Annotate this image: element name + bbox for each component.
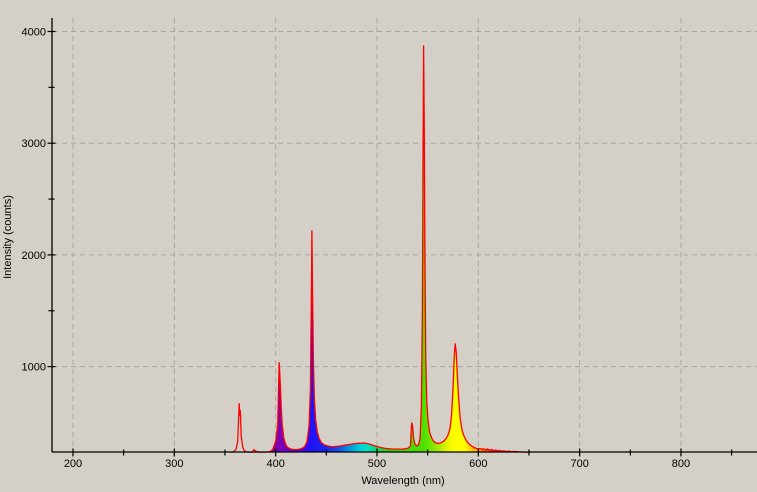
- x-tick-label: 700: [570, 458, 588, 470]
- y-tick-label: 3000: [22, 138, 46, 150]
- axis-ticks: [47, 30, 733, 457]
- axis-tick-labels: 200 300 400 500 600 700 800 1000 2000 3000 4000: [22, 27, 691, 471]
- x-tick-label: 400: [266, 458, 284, 470]
- y-tick-label: 1000: [22, 362, 46, 374]
- y-axis-title: Intensity (counts): [2, 195, 14, 279]
- x-tick-label: 500: [368, 458, 386, 470]
- axes: [51, 18, 757, 453]
- y-tick-label: 4000: [22, 27, 46, 39]
- x-tick-label: 200: [64, 458, 82, 470]
- x-tick-label: 300: [165, 458, 183, 470]
- spectrum-trace: [229, 45, 529, 453]
- x-tick-label: 600: [469, 458, 487, 470]
- spectrum-fill-area: [229, 45, 529, 453]
- x-tick-label: 800: [672, 458, 690, 470]
- gridlines: [53, 18, 757, 451]
- y-tick-label: 2000: [22, 250, 46, 262]
- x-axis-title: Wavelength (nm): [361, 475, 444, 487]
